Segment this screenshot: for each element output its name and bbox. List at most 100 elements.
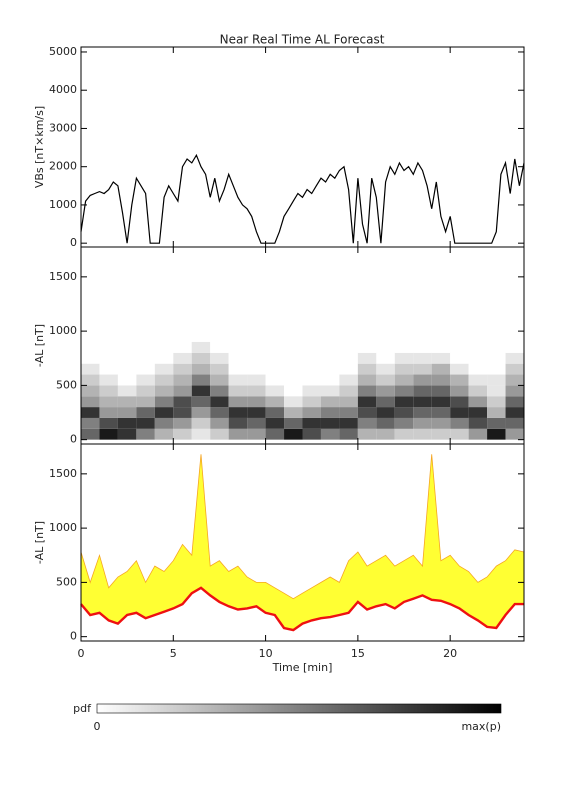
pdf-cell [302,352,321,364]
pdf-cell [154,374,174,386]
pdf-cell [487,385,506,397]
y-axis-label: -AL [nT] [33,521,46,564]
pdf-cell [394,363,414,375]
pdf-cell [339,396,358,408]
pdf-cell [487,417,506,429]
pdf-cell [117,363,137,375]
pdf-cell [487,396,506,408]
pdf-cell [136,352,155,364]
pdf-cell [173,407,192,418]
pdf-cell [228,396,248,408]
pdf-cell [99,407,118,418]
pdf-cell [210,363,229,375]
pdf-cell [154,396,174,408]
pdf-cell [302,363,321,375]
pdf-cell [136,374,155,386]
pdf-cell [247,374,266,386]
pdf-cell [339,385,358,397]
pdf-cell [468,374,488,386]
y-tick-label: 1000 [49,521,77,534]
pdf-cell [284,407,303,418]
pdf-cell [154,363,174,375]
pdf-cell [431,428,451,440]
pdf-cell [191,363,211,375]
pdf-cell [99,363,118,375]
pdf-cell [431,385,451,397]
pdf-cell [210,352,229,364]
pdf-cell [431,352,451,364]
pdf-cell [302,428,321,440]
pdf-cell [320,385,340,397]
pdf-cell [468,363,488,375]
pdf-cell [228,374,248,386]
pdf-cell [505,363,524,375]
pdf-cell [284,374,303,386]
x-tick-label: 10 [259,647,273,660]
pdf-cell [99,396,118,408]
y-tick-label: 500 [56,378,77,391]
median-line [80,586,524,632]
pdf-cell [265,396,285,408]
pdf-cell [265,407,285,418]
pdf-cell [302,374,321,386]
pdf-cell [284,417,303,429]
pdf-cell [265,374,285,386]
pdf-cell [505,428,524,440]
pdf-cell [191,385,211,397]
pdf-cell [247,385,266,397]
pdf-cell [228,417,248,429]
pdf-cell [450,428,469,440]
y-tick-label: 1500 [49,467,77,480]
pdf-cell [376,352,395,364]
pdf-cell [191,352,211,364]
pdf-cell [136,396,155,408]
pdf-cell [320,363,340,375]
chart-title: Near Real Time AL Forecast [220,33,385,47]
pdf-cell [117,341,137,353]
pdf-cell [413,385,432,397]
pdf-cell [394,385,414,397]
pdf-cell [431,363,451,375]
pdf-cell [468,385,488,397]
pdf-cell [191,374,211,386]
pdf-cell [99,428,118,440]
pdf-cell [173,363,192,375]
y-axis-label: VBs [nT×km/s] [33,106,46,188]
pdf-cell [99,417,118,429]
y-tick-label: 1500 [49,270,77,283]
y-tick-label: 500 [56,575,77,588]
pdf-cell [468,396,488,408]
x-axis-label: Time [min] [272,661,333,674]
pdf-cell [376,428,395,440]
pdf-cell [154,417,174,429]
pdf-cell [136,385,155,397]
pdf-cell [265,341,285,353]
pdf-cell [302,396,321,408]
pdf-cell [284,363,303,375]
plot-frame [80,443,525,642]
pdf-cell [265,352,285,364]
pdf-cell [81,396,100,408]
pdf-cell [505,407,524,418]
pdf-cell [431,374,451,386]
pdf-cell [357,363,377,375]
pdf-cell [487,428,506,440]
pdf-cell [413,428,432,440]
pdf-cell [117,374,137,386]
pdf-cell [284,396,303,408]
pdf-cell [413,396,432,408]
pdf-cell [413,352,432,364]
pdf-cell [81,374,100,386]
pdf-cell [173,417,192,429]
pdf-cell [450,407,469,418]
pdf-cell [154,407,174,418]
pdf-cell [284,341,303,353]
pdf-cell [357,428,377,440]
pdf-cell [376,417,395,429]
y-tick-label: 1000 [49,324,77,337]
y-tick-label: 1000 [49,198,77,211]
pdf-cell [394,352,414,364]
pdf-cell [191,407,211,418]
pdf-cell [320,428,340,440]
pdf-cell [320,374,340,386]
